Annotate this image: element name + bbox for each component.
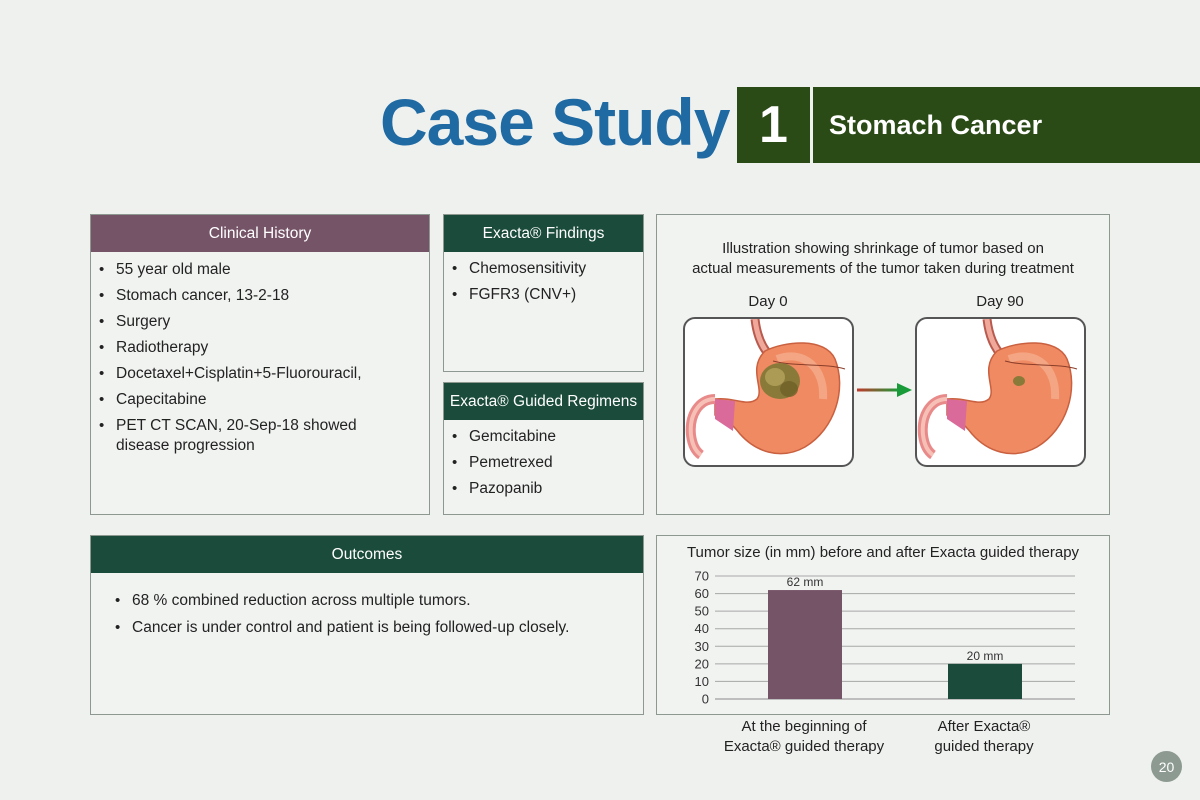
- list-item: 55 year old male: [91, 260, 429, 280]
- regimens-list: Gemcitabine Pemetrexed Pazopanib: [444, 420, 643, 499]
- clinical-history-panel: Clinical History 55 year old male Stomac…: [90, 214, 430, 515]
- y-tick-label: 10: [695, 674, 709, 689]
- list-item: FGFR3 (CNV+): [444, 285, 643, 305]
- chart-panel: Tumor size (in mm) before and after Exac…: [656, 535, 1110, 715]
- list-item: Surgery: [91, 312, 429, 332]
- arrow-right-icon: [857, 383, 912, 397]
- list-item: Pazopanib: [444, 479, 643, 499]
- y-tick-label: 70: [695, 569, 709, 584]
- y-tick-label: 60: [695, 586, 709, 601]
- findings-list: Chemosensitivity FGFR3 (CNV+): [444, 252, 643, 305]
- caption-line: actual measurements of the tumor taken d…: [692, 260, 1074, 277]
- data-label: 20 mm: [967, 649, 1004, 663]
- outcomes-list: 68 % combined reduction across multiple …: [91, 573, 643, 638]
- list-item: Capecitabine: [91, 390, 429, 410]
- illustration-panel: Illustration showing shrinkage of tumor …: [656, 214, 1110, 515]
- list-item: Gemcitabine: [444, 427, 643, 447]
- y-tick-label: 20: [695, 656, 709, 671]
- category-label-line: Exacta® guided therapy: [723, 738, 885, 755]
- y-tick-label: 40: [695, 621, 709, 636]
- category-label-after: After Exacta® guided therapy: [884, 717, 1084, 757]
- list-item: Pemetrexed: [444, 453, 643, 473]
- illustration-caption: Illustration showing shrinkage of tumor …: [657, 239, 1109, 279]
- outcomes-heading: Outcomes: [91, 536, 643, 573]
- category-label-before: At the beginning of Exacta® guided thera…: [704, 717, 904, 757]
- list-item: Chemosensitivity: [444, 259, 643, 279]
- case-number: 1: [737, 87, 813, 163]
- list-item: Cancer is under control and patient is b…: [107, 618, 643, 638]
- y-tick-label: 50: [695, 604, 709, 619]
- findings-panel: Exacta® Findings Chemosensitivity FGFR3 …: [443, 214, 644, 372]
- regimens-heading: Exacta® Guided Regimens: [444, 383, 643, 420]
- clinical-history-list: 55 year old male Stomach cancer, 13-2-18…: [91, 252, 429, 456]
- list-item: Docetaxel+Cisplatin+5-Fluorouracil,: [91, 364, 429, 384]
- outcomes-panel: Outcomes 68 % combined reduction across …: [90, 535, 644, 715]
- page-title: Case Study: [380, 85, 730, 159]
- y-tick-label: 30: [695, 639, 709, 654]
- list-item: Radiotherapy: [91, 338, 429, 358]
- stomach-before-image: [683, 317, 854, 467]
- findings-heading: Exacta® Findings: [444, 215, 643, 252]
- y-tick-label: 0: [702, 692, 709, 707]
- regimens-panel: Exacta® Guided Regimens Gemcitabine Peme…: [443, 382, 644, 515]
- stomach-after-image: [915, 317, 1086, 467]
- page-number: 20: [1151, 751, 1182, 782]
- data-label: 62 mm: [787, 575, 824, 589]
- list-item: 68 % combined reduction across multiple …: [107, 591, 643, 611]
- day-90-label: Day 90: [976, 293, 1024, 310]
- category-label-line: guided therapy: [934, 738, 1034, 755]
- caption-line: Illustration showing shrinkage of tumor …: [722, 240, 1044, 257]
- clinical-history-heading: Clinical History: [91, 215, 429, 252]
- day-0-label: Day 0: [748, 293, 788, 310]
- list-item: Stomach cancer, 13-2-18: [91, 286, 429, 306]
- bar: [948, 663, 1022, 699]
- bar: [768, 590, 842, 699]
- case-subtitle: Stomach Cancer: [829, 109, 1043, 140]
- case-banner: 1 Stomach Cancer: [737, 87, 1200, 163]
- category-label-line: After Exacta®: [937, 718, 1031, 735]
- list-item: PET CT SCAN, 20-Sep-18 showed disease pr…: [91, 416, 371, 456]
- category-label-line: At the beginning of: [741, 718, 867, 735]
- chart-title: Tumor size (in mm) before and after Exac…: [686, 544, 1080, 561]
- tumor-size-chart: 0 10 20 30 40 50 60 70 62 mm 20 mm: [695, 569, 1075, 707]
